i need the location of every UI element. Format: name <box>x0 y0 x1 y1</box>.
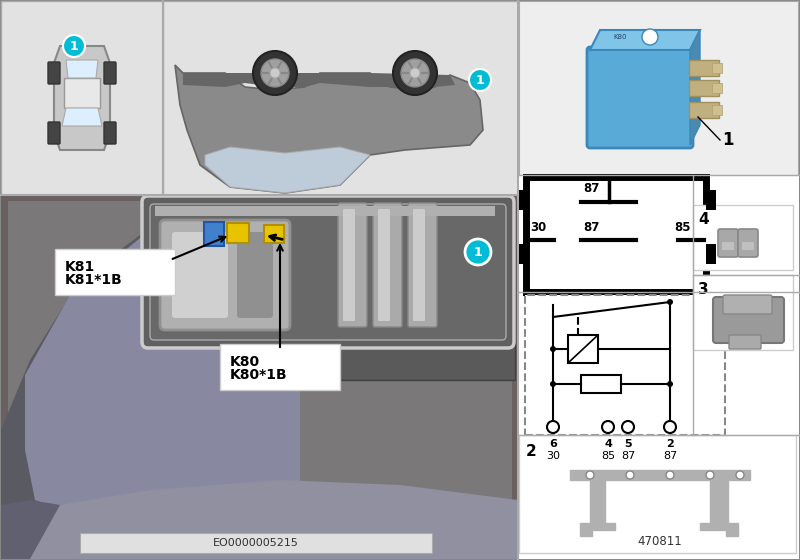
Polygon shape <box>183 73 455 87</box>
Bar <box>519 1 798 175</box>
Polygon shape <box>580 523 615 530</box>
FancyBboxPatch shape <box>689 60 719 76</box>
Polygon shape <box>1 196 300 559</box>
Bar <box>155 206 495 210</box>
FancyBboxPatch shape <box>48 62 60 84</box>
FancyBboxPatch shape <box>712 83 722 93</box>
Bar <box>519 1 799 559</box>
Circle shape <box>664 421 676 433</box>
Bar <box>568 335 598 363</box>
Circle shape <box>622 421 634 433</box>
Text: K81: K81 <box>65 260 95 274</box>
Polygon shape <box>570 470 750 480</box>
Bar <box>706 244 716 264</box>
Bar <box>80 533 432 553</box>
Circle shape <box>550 346 556 352</box>
Bar <box>220 344 340 390</box>
Bar <box>1 195 518 559</box>
Circle shape <box>393 51 437 95</box>
Circle shape <box>626 471 634 479</box>
Polygon shape <box>690 30 700 145</box>
Bar <box>693 275 793 350</box>
FancyBboxPatch shape <box>104 62 116 84</box>
FancyBboxPatch shape <box>718 229 738 257</box>
Polygon shape <box>590 480 605 523</box>
Circle shape <box>63 35 85 57</box>
Circle shape <box>550 381 556 387</box>
Polygon shape <box>590 30 700 50</box>
FancyBboxPatch shape <box>525 295 725 435</box>
FancyBboxPatch shape <box>689 80 719 96</box>
Circle shape <box>547 421 559 433</box>
FancyBboxPatch shape <box>729 335 761 349</box>
Text: EO0000005215: EO0000005215 <box>213 538 299 548</box>
FancyBboxPatch shape <box>48 122 60 144</box>
Circle shape <box>666 471 674 479</box>
FancyBboxPatch shape <box>264 225 284 243</box>
Circle shape <box>736 471 744 479</box>
Bar <box>1 195 518 559</box>
Text: K80: K80 <box>230 355 260 369</box>
Text: 87: 87 <box>621 451 635 461</box>
Circle shape <box>410 68 420 78</box>
Bar <box>519 435 796 553</box>
Text: 470811: 470811 <box>638 535 682 548</box>
Bar <box>155 210 495 216</box>
Text: 4: 4 <box>698 212 709 227</box>
Text: K81*1B: K81*1B <box>65 273 122 287</box>
Polygon shape <box>710 480 728 523</box>
Polygon shape <box>62 108 102 126</box>
Bar <box>518 190 528 210</box>
FancyBboxPatch shape <box>142 196 514 348</box>
FancyBboxPatch shape <box>713 297 784 343</box>
Polygon shape <box>25 202 300 545</box>
Circle shape <box>642 29 658 45</box>
FancyBboxPatch shape <box>343 209 355 321</box>
Text: 5: 5 <box>624 439 632 449</box>
Circle shape <box>261 59 289 87</box>
FancyBboxPatch shape <box>712 63 722 73</box>
FancyBboxPatch shape <box>373 203 402 327</box>
Circle shape <box>667 381 673 387</box>
Text: 1: 1 <box>70 40 78 53</box>
Text: 2: 2 <box>666 439 674 449</box>
Polygon shape <box>175 65 483 193</box>
Bar <box>693 205 793 270</box>
Polygon shape <box>1 500 60 559</box>
Bar <box>581 375 621 393</box>
Text: 3: 3 <box>698 282 709 297</box>
Circle shape <box>253 51 297 95</box>
Bar <box>706 190 716 210</box>
Text: 30: 30 <box>530 221 546 234</box>
Text: 1: 1 <box>476 73 484 86</box>
FancyBboxPatch shape <box>712 105 722 115</box>
FancyBboxPatch shape <box>150 204 506 340</box>
FancyBboxPatch shape <box>237 232 273 318</box>
Polygon shape <box>726 530 738 536</box>
Polygon shape <box>205 147 370 193</box>
Bar <box>163 1 518 195</box>
Text: K80*1B: K80*1B <box>230 368 288 382</box>
FancyBboxPatch shape <box>587 47 693 148</box>
Bar <box>290 200 515 380</box>
Text: 1: 1 <box>722 131 734 149</box>
FancyBboxPatch shape <box>408 203 437 327</box>
Text: 87: 87 <box>663 451 677 461</box>
Bar <box>742 242 754 250</box>
Circle shape <box>401 59 429 87</box>
FancyBboxPatch shape <box>689 102 719 118</box>
Text: 87: 87 <box>583 182 599 195</box>
Polygon shape <box>64 78 100 108</box>
FancyBboxPatch shape <box>204 222 224 246</box>
FancyBboxPatch shape <box>413 209 425 321</box>
Circle shape <box>586 471 594 479</box>
Text: 2: 2 <box>526 444 537 459</box>
FancyBboxPatch shape <box>378 209 390 321</box>
FancyBboxPatch shape <box>227 223 249 243</box>
FancyBboxPatch shape <box>104 122 116 144</box>
Circle shape <box>465 239 491 265</box>
Text: 1: 1 <box>474 245 482 259</box>
Text: 30: 30 <box>546 451 560 461</box>
Text: 87: 87 <box>583 221 599 234</box>
